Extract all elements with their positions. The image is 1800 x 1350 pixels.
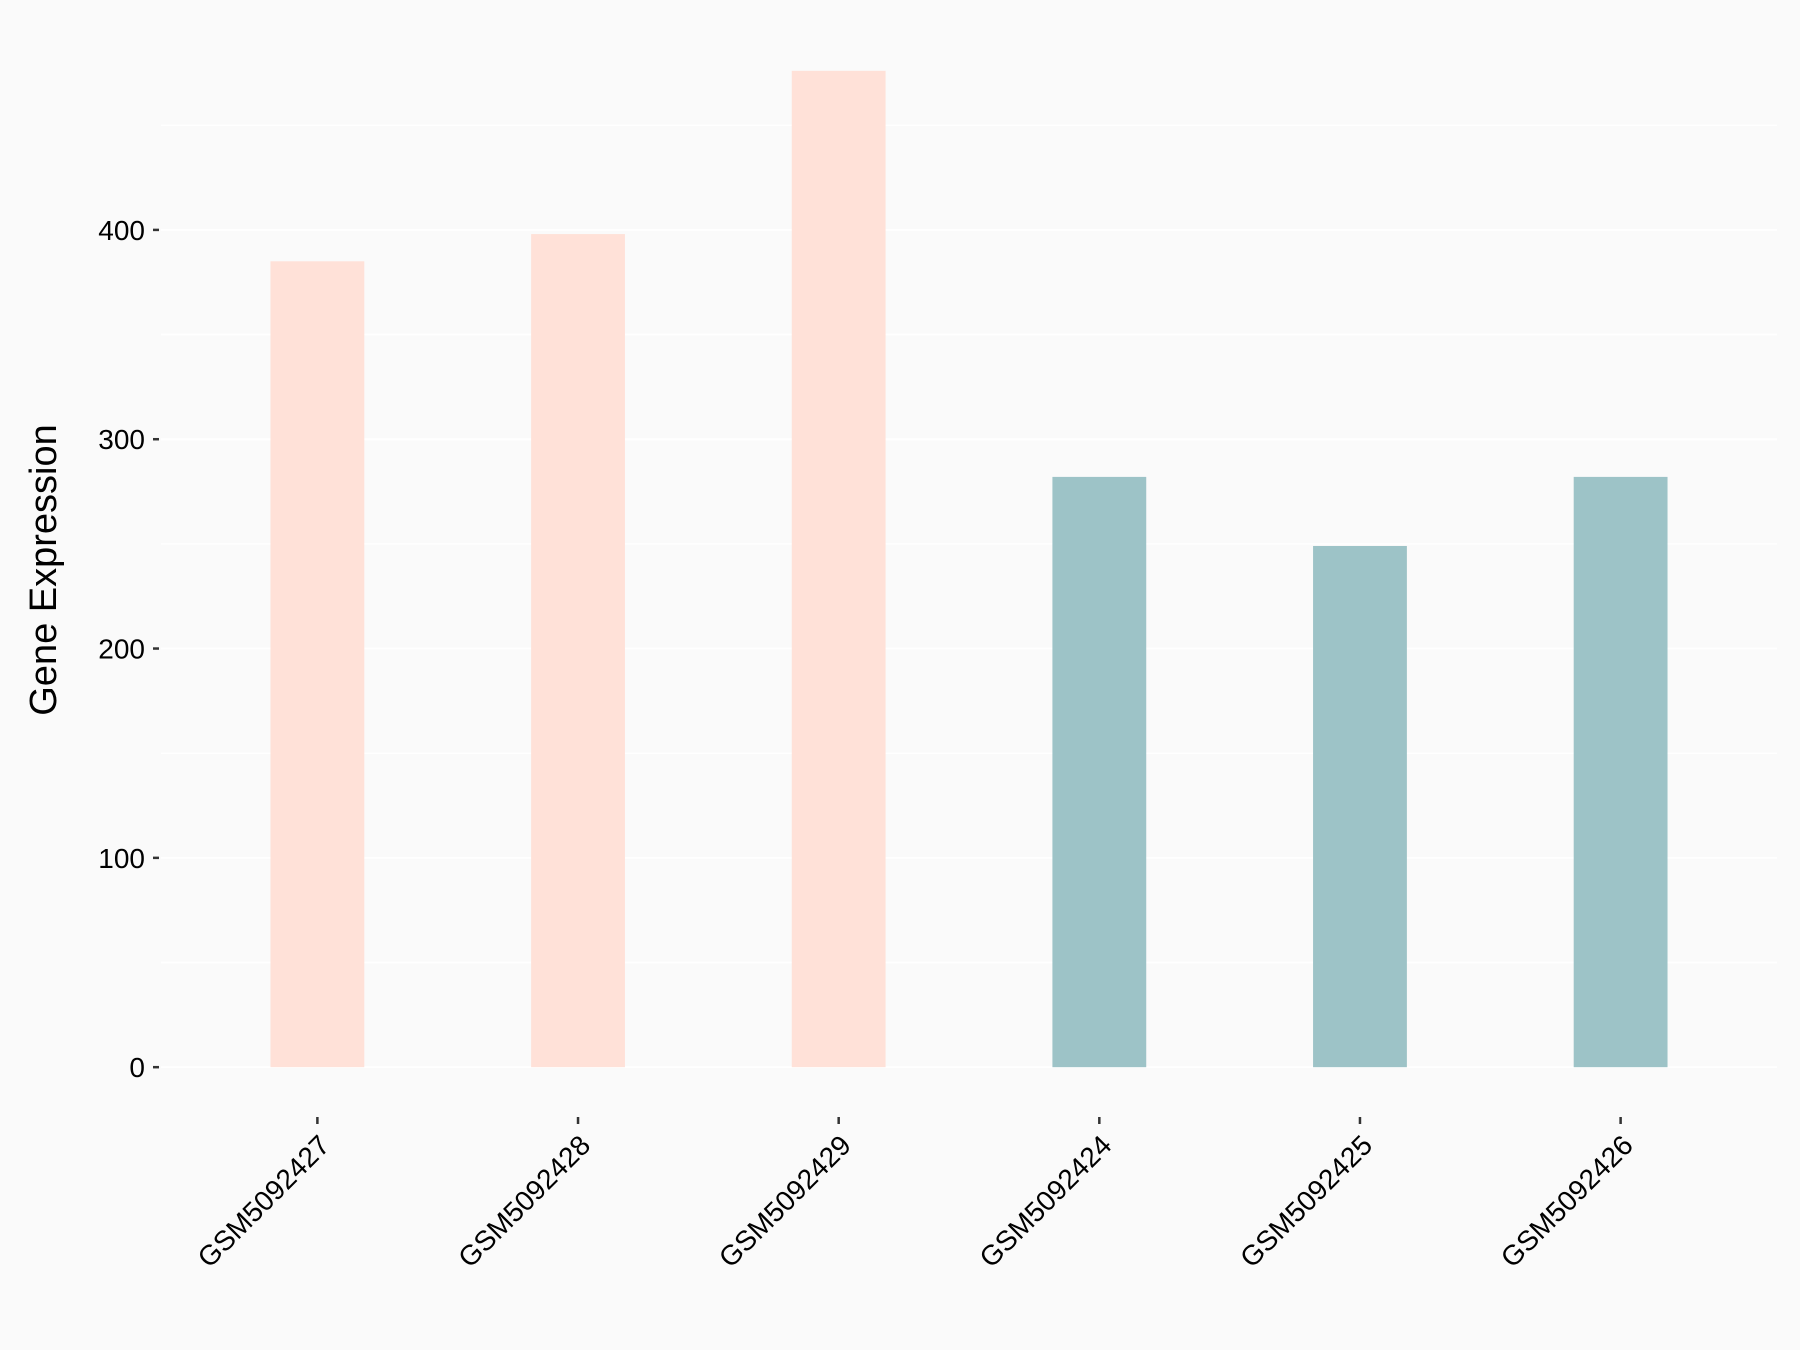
bar [1313, 545, 1407, 1068]
y-tick-label: 300 [98, 424, 145, 455]
bar [1052, 476, 1147, 1068]
bar [531, 234, 625, 1068]
bar [270, 261, 365, 1068]
y-axis-title: Gene Expression [23, 424, 65, 716]
y-tick-label: 100 [98, 843, 145, 874]
y-tick-label: 0 [129, 1052, 145, 1083]
bar [1573, 476, 1668, 1068]
bar [791, 70, 886, 1068]
y-tick-label: 400 [98, 215, 145, 246]
y-tick-label: 200 [98, 634, 145, 665]
